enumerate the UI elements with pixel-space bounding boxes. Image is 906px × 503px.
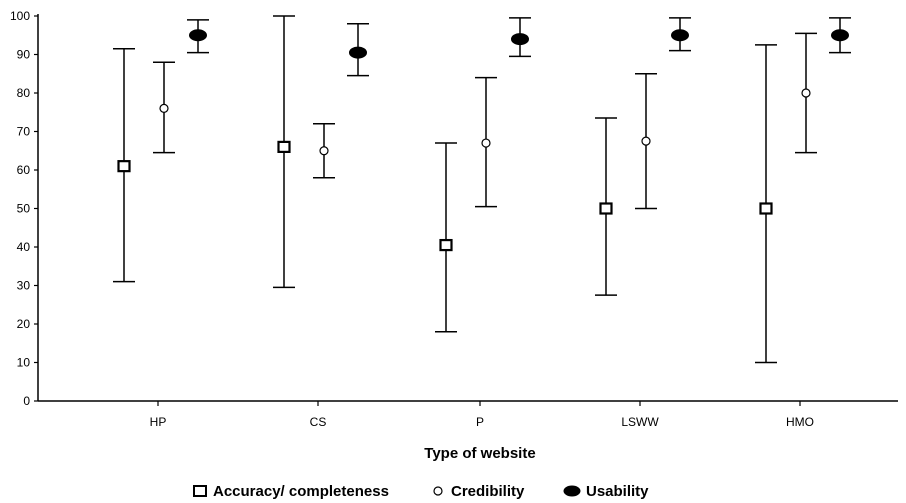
x-tick-label-cs: CS	[310, 415, 327, 429]
credibility-hmo-marker	[801, 88, 811, 98]
usability-hp-errorbar	[187, 19, 209, 54]
credibility-cs-marker	[319, 146, 329, 156]
credibility-p-errorbar	[475, 76, 497, 208]
x-tick-label-lsww: LSWW	[621, 415, 659, 429]
y-tick-label: 100	[10, 9, 30, 23]
accuracy-hmo-marker	[759, 202, 773, 215]
accuracy-p-marker	[439, 238, 453, 252]
accuracy-cs-marker	[277, 140, 291, 153]
y-tick-label: 50	[17, 202, 31, 216]
legend-item-usability: Usability	[563, 483, 649, 500]
y-tick-label: 0	[23, 394, 30, 408]
y-tick-label: 30	[17, 279, 31, 293]
credibility-lsww-marker	[641, 136, 651, 146]
y-tick-label: 40	[17, 240, 31, 254]
accuracy-lsww-errorbar	[595, 117, 617, 296]
accuracy-hmo-errorbar	[755, 44, 777, 364]
legend-marker-usability	[563, 485, 581, 497]
x-tick-label-hmo: HMO	[786, 415, 814, 429]
legend-marker-accuracy	[193, 485, 207, 497]
usability-lsww-errorbar	[669, 17, 691, 52]
x-ticks: HP CS P LSWW HMO	[150, 401, 814, 429]
credibility-hmo-errorbar	[795, 32, 817, 154]
y-tick-label: 10	[17, 356, 31, 370]
usability-p-marker	[511, 33, 529, 46]
usability-cs-errorbar	[347, 22, 369, 77]
accuracy-lsww-marker	[599, 202, 613, 215]
credibility-hp-errorbar	[153, 61, 175, 154]
usability-cs-marker	[349, 46, 367, 59]
y-tick-label: 70	[17, 125, 31, 139]
usability-lsww-marker	[671, 29, 689, 42]
legend-label-accuracy: Accuracy/ completeness	[213, 483, 389, 500]
error-bars	[113, 15, 851, 364]
usability-hp-marker	[189, 29, 207, 42]
legend-marker-credibility	[433, 486, 443, 496]
legend-label-usability: Usability	[586, 483, 649, 500]
x-axis-label: Type of website	[424, 445, 535, 462]
accuracy-hp-errorbar	[113, 47, 135, 283]
y-tick-label: 80	[17, 86, 31, 100]
usability-hmo-marker	[831, 29, 849, 42]
axes	[37, 14, 898, 402]
usability-p-errorbar	[509, 17, 531, 58]
accuracy-cs-errorbar	[273, 15, 295, 289]
credibility-cs-errorbar	[313, 123, 335, 179]
legend: Accuracy/ completeness Credibility Usabili…	[193, 483, 649, 500]
accuracy-hp-marker	[117, 160, 131, 173]
y-ticks: 0 10 20 30 40 50 60 70 80 90 100	[10, 9, 38, 408]
credibility-hp-marker	[159, 103, 169, 114]
legend-label-credibility: Credibility	[451, 483, 525, 500]
accuracy-p-errorbar	[435, 142, 457, 333]
y-tick-label: 20	[17, 317, 31, 331]
credibility-lsww-errorbar	[635, 73, 657, 210]
credibility-p-marker	[481, 138, 491, 148]
y-tick-label: 60	[17, 163, 31, 177]
x-tick-label-hp: HP	[150, 415, 167, 429]
y-tick-label: 90	[17, 48, 31, 62]
x-tick-label-p: P	[476, 415, 484, 429]
legend-item-credibility: Credibility	[433, 483, 525, 500]
legend-item-accuracy: Accuracy/ completeness	[193, 483, 389, 500]
usability-hmo-errorbar	[829, 17, 851, 54]
